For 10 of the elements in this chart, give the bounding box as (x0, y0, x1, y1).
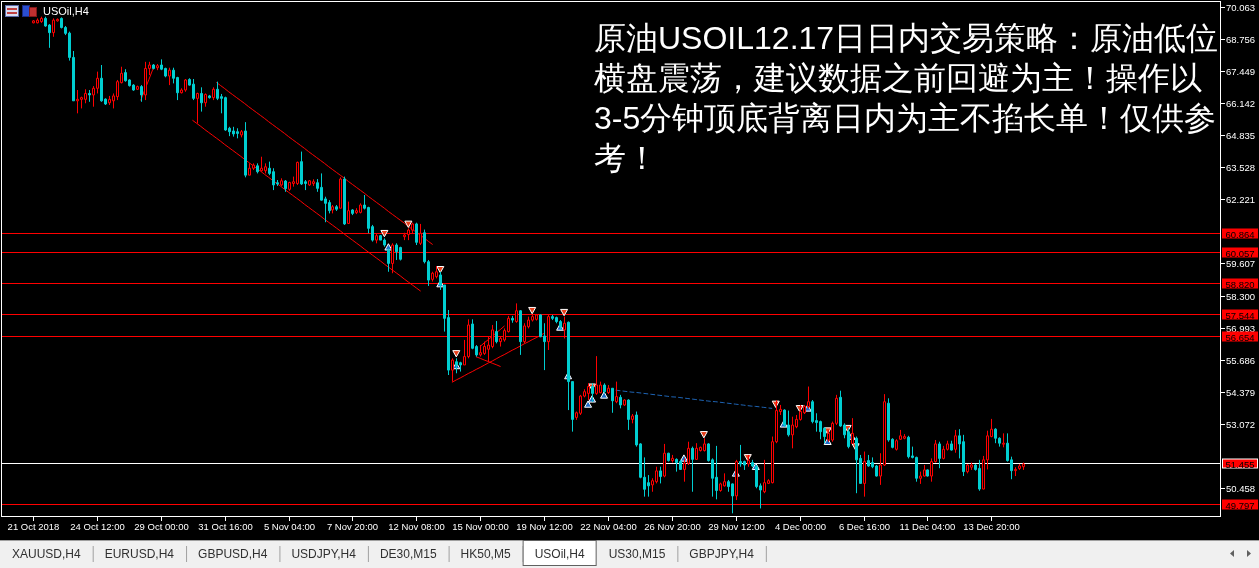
tab: DE30,M15 (379, 545, 450, 563)
tab: EURUSD,H4 (104, 545, 188, 563)
tab: US30,M15 (608, 545, 679, 563)
annotation: 原油USOIL12.17日日内交易策略：原油低位横盘震荡，建议数据之前回避为主！操作以3-5分钟顶底背离日内为主不掐长单！仅供参考！ (594, 19, 1220, 178)
tab: USOil,H4 (522, 540, 597, 566)
tab: XAUUSD,H4 (12, 545, 94, 563)
tab: USDJPY,H4 (291, 545, 369, 563)
title: USOil,H4 (43, 5, 89, 17)
tab: GBPJPY,H4 (689, 545, 767, 563)
tab: GBPUSD,H4 (198, 545, 281, 563)
